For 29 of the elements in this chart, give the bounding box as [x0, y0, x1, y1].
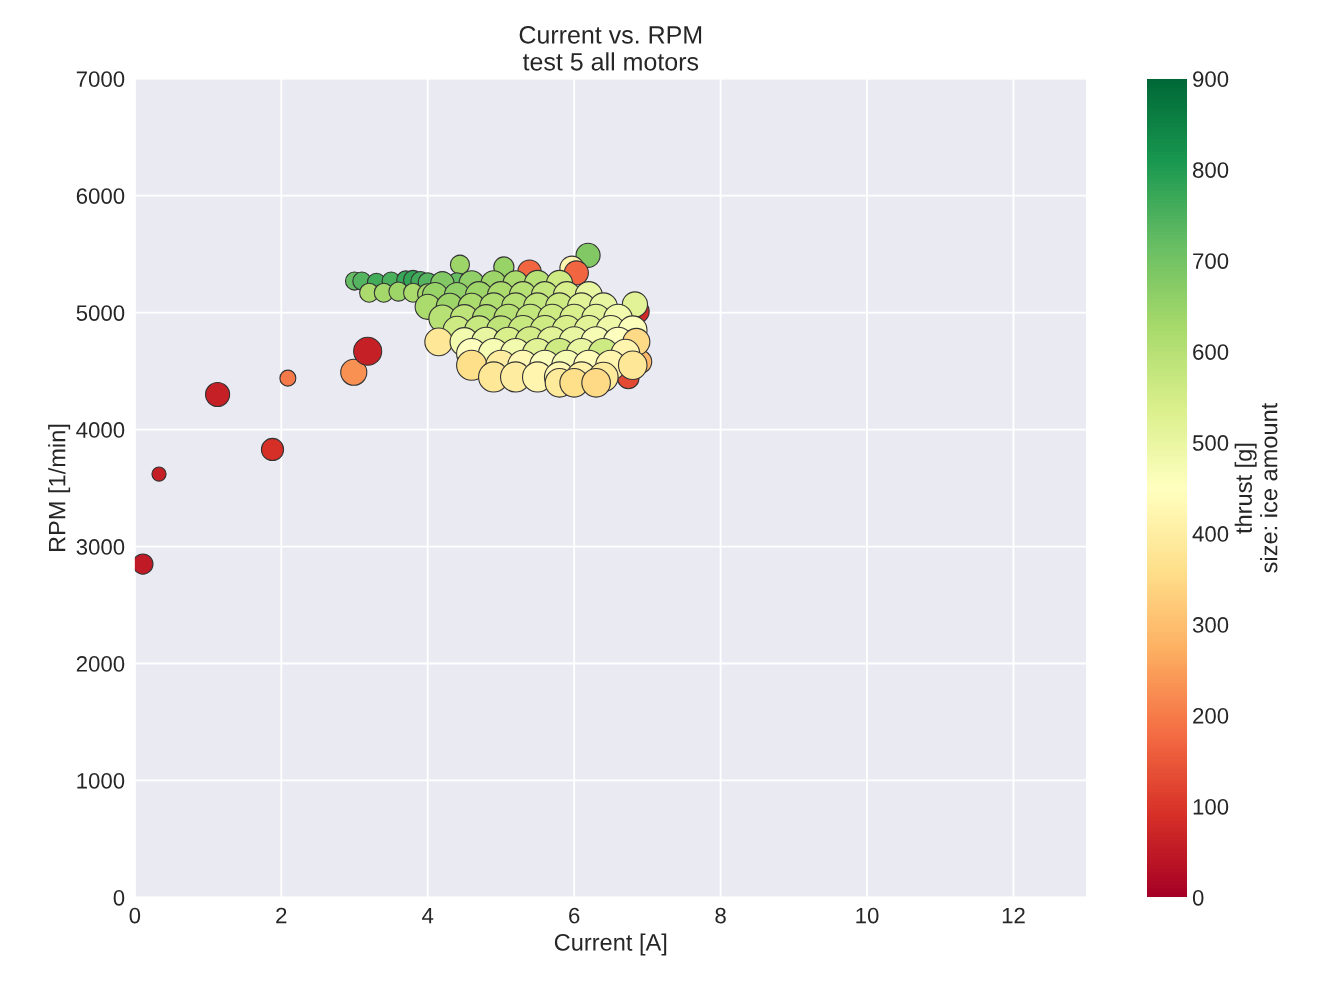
- color-bar-title: thrust [g] size: ice amount: [1234, 402, 1278, 573]
- x-tick-label: 4: [422, 907, 434, 924]
- chart-title: Current vs. RPM test 5 all motors: [519, 26, 702, 71]
- y-tick-label: 0: [113, 889, 125, 906]
- x-tick-label: 0: [129, 907, 141, 924]
- x-tick-label: 8: [715, 907, 726, 924]
- color-bar-label: 800: [1192, 162, 1229, 178]
- y-tick-label: 2000: [76, 656, 125, 672]
- y-tick-label: 4000: [76, 422, 125, 438]
- color-bar-label: 100: [1193, 798, 1229, 815]
- color-bar-label: 0: [1192, 889, 1204, 906]
- color-bar-label: 500: [1192, 435, 1229, 451]
- color-bar-label: 900: [1193, 71, 1229, 87]
- color-bar-label: 400: [1192, 526, 1229, 542]
- y-tick-label: 6000: [76, 188, 125, 204]
- y-tick-label: 3000: [76, 539, 125, 555]
- x-tick-label: 10: [856, 907, 879, 924]
- y-axis-title: RPM [1/min]: [48, 424, 71, 552]
- x-tick-label: 2: [276, 907, 287, 924]
- x-tick-label: 6: [569, 907, 580, 924]
- x-tick-label: 12: [1002, 907, 1025, 924]
- color-bar-label: 300: [1192, 617, 1229, 633]
- color-bar-label: 200: [1193, 708, 1229, 724]
- y-tick-label: 5000: [76, 305, 125, 321]
- x-axis-title: Current [A]: [554, 933, 667, 956]
- y-tick-label: 1000: [77, 772, 125, 789]
- color-bar-label: 600: [1193, 344, 1229, 360]
- y-tick-label: 7000: [76, 71, 125, 87]
- color-bar-label: 700: [1193, 253, 1229, 269]
